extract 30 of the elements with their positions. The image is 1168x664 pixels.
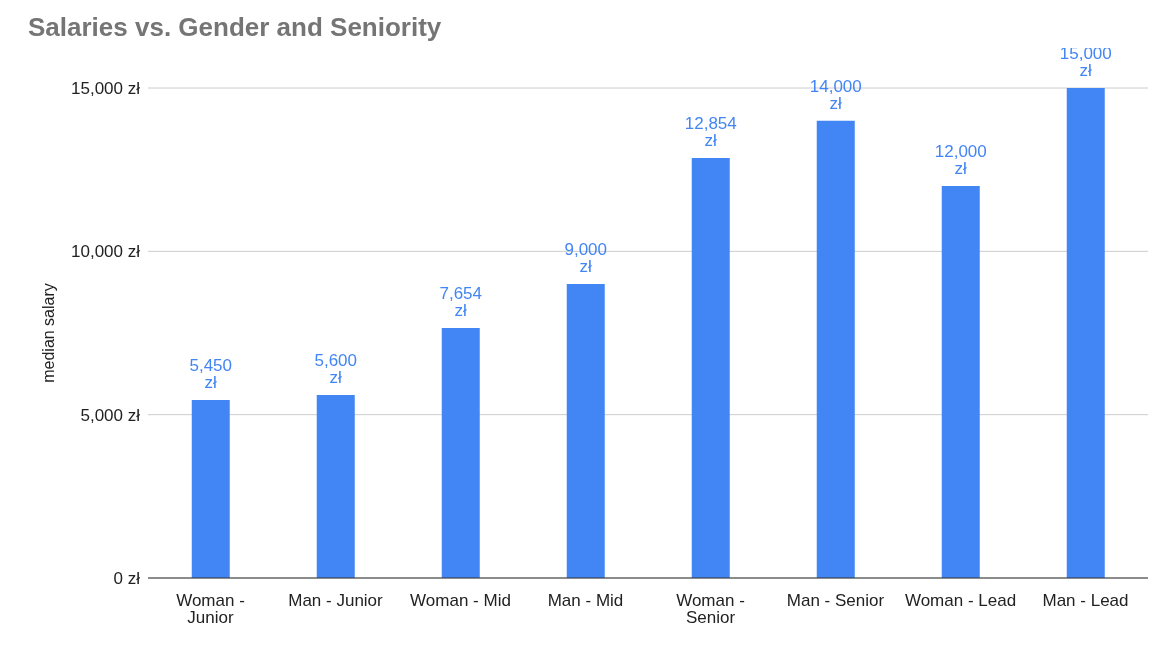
- data-label: 5,450 zł: [189, 355, 233, 392]
- y-axis-title: median salary: [39, 283, 57, 383]
- data-label: 9,000 zł: [564, 240, 608, 276]
- bar: [441, 327, 480, 578]
- y-tick-label: 0 zł: [113, 569, 141, 589]
- bar: [191, 399, 230, 578]
- data-label: 5,600 zł: [314, 351, 358, 388]
- data-label: 12,854 zł: [684, 114, 737, 151]
- data-label: 15,000 zł: [1059, 44, 1112, 80]
- bar: [691, 158, 730, 578]
- x-tick-label: Man - Junior: [288, 591, 384, 611]
- y-tick-label: 5,000 zł: [80, 405, 141, 425]
- bar: [316, 395, 355, 578]
- x-tick-label: Woman - Junior: [176, 591, 245, 628]
- y-tick-label: 10,000 zł: [71, 242, 141, 262]
- x-tick-label: Woman - Lead: [904, 591, 1017, 611]
- chart-title: Salaries vs. Gender and Seniority: [28, 12, 442, 42]
- bar: [1066, 88, 1105, 578]
- data-label: 12,000 zł: [934, 142, 987, 178]
- y-tick-label: 15,000 zł: [71, 79, 141, 99]
- x-tick-label: Man - Lead: [1042, 591, 1129, 611]
- data-label: 7,654 zł: [439, 283, 483, 320]
- bar: [816, 120, 855, 578]
- bar: [566, 284, 605, 578]
- x-tick-label: Man - Mid: [547, 591, 624, 611]
- x-tick-label: Man - Senior: [786, 591, 885, 611]
- data-label: 14,000 zł: [809, 76, 862, 113]
- bar: [941, 186, 980, 578]
- x-tick-label: Woman - Senior: [676, 591, 745, 628]
- x-tick-label: Woman - Mid: [410, 591, 511, 611]
